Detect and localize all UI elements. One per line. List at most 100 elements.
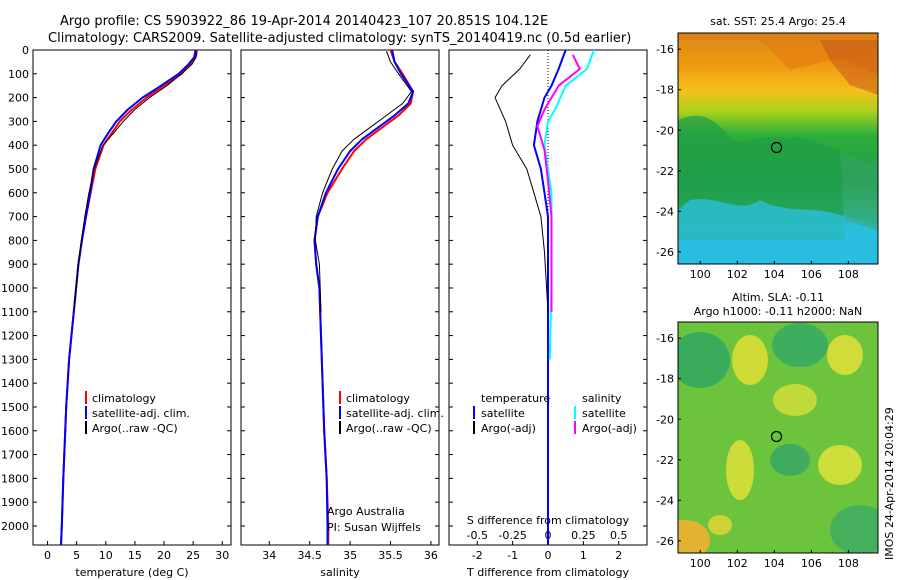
sla-map-axes: 100 102 104 106 108 -16 -18 -20 -22 -24 -26 <box>656 332 859 570</box>
y-tick-label: 1700 <box>1 449 29 462</box>
sla-low <box>830 505 878 553</box>
x-tick-label: 36 <box>424 549 438 562</box>
y-tick-label: 1400 <box>1 377 29 390</box>
y-tick-label: 1600 <box>1 425 29 438</box>
map-x-tick-label: 108 <box>838 557 859 570</box>
sla-low <box>678 332 730 388</box>
sla-map <box>678 322 878 553</box>
x-tick-label: 1 <box>580 549 587 562</box>
salinity-legend: climatology satellite-adj. clim. Argo(..… <box>327 391 444 534</box>
x-tick-label: 0 <box>545 549 552 562</box>
legend-label-argo: Argo(..raw -QC) <box>92 422 178 435</box>
top-x-tick-label: -0.25 <box>498 529 526 542</box>
sla-high <box>726 440 754 500</box>
map-y-tick-label: -16 <box>656 43 674 56</box>
salinity-xlabel: salinity <box>320 566 360 579</box>
sst-patch <box>840 150 878 230</box>
map-y-tick-label: -22 <box>656 454 674 467</box>
sla-high <box>827 335 863 375</box>
x-tick-label: 20 <box>157 549 171 562</box>
y-tick-label: 900 <box>8 258 29 271</box>
y-tick-label: 800 <box>8 234 29 247</box>
x-tick-label: 15 <box>128 549 142 562</box>
map-x-tick-label: 100 <box>690 268 711 281</box>
map-x-tick-label: 100 <box>690 557 711 570</box>
legend-title-salinity: salinity <box>582 392 622 405</box>
x-tick-label: 25 <box>186 549 200 562</box>
y-tick-label: 100 <box>8 68 29 81</box>
sst-map-title: sat. SST: 25.4 Argo: 25.4 <box>710 15 846 28</box>
map-y-tick-label: -16 <box>656 332 674 345</box>
legend-title-temperature: temperature <box>481 392 550 405</box>
map-y-tick-label: -22 <box>656 165 674 178</box>
y-tick-label: 200 <box>8 92 29 105</box>
argo-location-marker <box>770 141 783 154</box>
sdiff-xlabel: S difference from climatology <box>467 514 630 527</box>
sla-low <box>772 323 828 367</box>
legend-label-satellite: satellite-adj. clim. <box>92 407 190 420</box>
title-line-1: Argo profile: CS 5903922_86 19-Apr-2014 … <box>60 14 548 29</box>
sla-low <box>770 444 810 476</box>
y-tick-label: 1100 <box>1 306 29 319</box>
sst-map-frame <box>677 32 879 265</box>
x-tick-label: 34.5 <box>297 549 322 562</box>
sla-high <box>708 515 732 535</box>
sst-map <box>678 33 878 264</box>
legend-label-s-argo: Argo(-adj) <box>582 422 637 435</box>
sst-warm-patch <box>820 40 878 95</box>
map-x-tick-label: 102 <box>727 557 748 570</box>
sla-map-frame <box>677 321 879 554</box>
temperature-legend: climatology satellite-adj. clim. Argo(..… <box>85 391 190 435</box>
y-tick-label: 600 <box>8 187 29 200</box>
legend-label-argo: Argo(..raw -QC) <box>346 422 432 435</box>
annotation-argo-australia: Argo Australia <box>327 505 405 518</box>
series-line <box>313 49 415 545</box>
x-tick-label: 5 <box>73 549 80 562</box>
y-tick-label: 0 <box>22 44 29 57</box>
x-tick-label: 0 <box>44 549 51 562</box>
series-line <box>314 51 412 312</box>
map-y-tick-label: -18 <box>656 373 674 386</box>
y-tick-label: 300 <box>8 115 29 128</box>
argo-location-marker <box>770 430 783 443</box>
temperature-xlabel: temperature (deg C) <box>75 566 188 579</box>
series-line <box>60 49 198 546</box>
series-line <box>60 49 197 546</box>
series-line <box>313 49 415 545</box>
map-x-tick-label: 106 <box>801 557 822 570</box>
series-line <box>494 54 549 312</box>
x-tick-label: 35.5 <box>378 549 403 562</box>
legend-label-t-satellite: satellite <box>481 407 525 420</box>
x-tick-label: 35 <box>343 549 357 562</box>
sla-map-subtitle: Argo h1000: -0.11 h2000: NaN <box>694 305 863 318</box>
y-tick-label: 700 <box>8 211 29 224</box>
sla-high <box>678 520 710 553</box>
legend-label-s-satellite: satellite <box>582 407 626 420</box>
map-y-tick-label: -24 <box>656 205 674 218</box>
x-tick-label: 34 <box>262 549 276 562</box>
salinity-plot: 34 34.5 35 35.5 36 <box>241 49 439 562</box>
map-x-tick-label: 102 <box>727 268 748 281</box>
sla-map-title: Altim. SLA: -0.11 <box>732 291 824 304</box>
temperature-plot: 0 5 10 15 20 25 300100200300400500600700800900… <box>1 44 231 562</box>
y-tick-label: 1500 <box>1 401 29 414</box>
x-tick-label: -2 <box>472 549 483 562</box>
top-x-tick-label: 0.5 <box>610 529 628 542</box>
map-y-tick-label: -26 <box>656 535 674 548</box>
legend-label-satellite: satellite-adj. clim. <box>346 407 444 420</box>
salinity-panel <box>240 49 440 546</box>
y-tick-label: 1300 <box>1 353 29 366</box>
sst-map-axes: 100 102 104 106 108 -16 -18 -20 -22 -24 -26 <box>656 43 859 281</box>
x-tick-label: 2 <box>615 549 622 562</box>
difference-legend: temperature satellite Argo(-adj) salinit… <box>473 392 637 435</box>
map-y-tick-label: -24 <box>656 494 674 507</box>
sla-high <box>732 335 768 385</box>
y-tick-label: 1200 <box>1 330 29 343</box>
top-x-tick-label: 0.25 <box>571 529 596 542</box>
map-y-tick-label: -18 <box>656 84 674 97</box>
y-tick-label: 400 <box>8 139 29 152</box>
y-tick-label: 2000 <box>1 520 29 533</box>
y-tick-label: 1000 <box>1 282 29 295</box>
y-tick-label: 1900 <box>1 496 29 509</box>
